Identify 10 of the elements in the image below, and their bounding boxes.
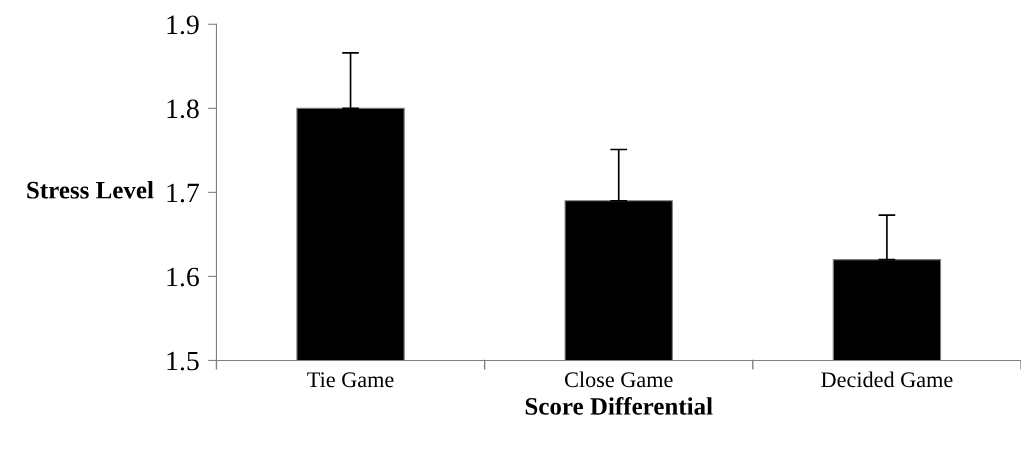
x-axis-title: Score Differential (525, 397, 713, 415)
x-tick-label: Tie Game (307, 372, 394, 388)
y-tick-label: 1.9 (167, 15, 199, 35)
y-tick-label: 1.8 (167, 99, 199, 119)
y-tick-label: 1.6 (167, 267, 199, 287)
x-tick-label: Close Game (565, 371, 673, 388)
x-tick-label: Decided Game (821, 371, 953, 388)
y-tick-label: 1.7 (167, 183, 199, 203)
y-tick-label: 1.5 (167, 351, 199, 371)
y-axis-title: Stress Level (27, 181, 154, 199)
